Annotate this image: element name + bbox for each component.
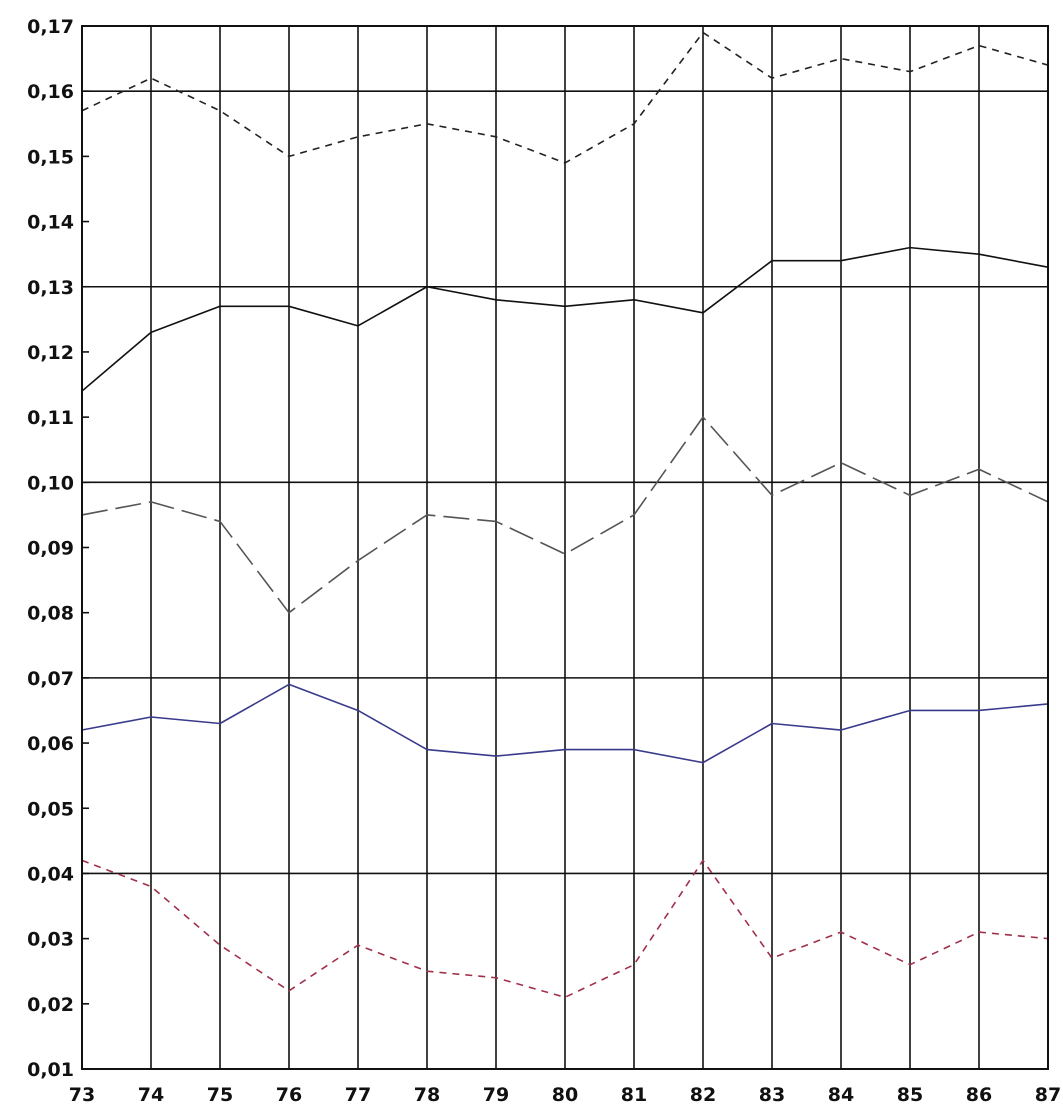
x-tick-label: 79 (483, 1084, 509, 1106)
y-tick-label: 0,01 (27, 1059, 74, 1081)
x-tick-label: 80 (552, 1084, 578, 1106)
y-tick-label: 0,09 (27, 538, 74, 560)
x-tick-label: 78 (414, 1084, 440, 1106)
series-line-3 (81, 416, 1049, 614)
y-tick-label: 0,13 (27, 277, 74, 299)
x-tick-label: 84 (828, 1084, 854, 1106)
grid-lines (81, 26, 1049, 1069)
x-tick-label: 83 (759, 1084, 785, 1106)
series-lines (81, 31, 1049, 999)
y-tick-label: 0,02 (27, 994, 74, 1016)
x-axis-tick-labels: 73 74 75 76 77 78 79 80 81 82 83 84 85 86 87 (69, 1084, 1061, 1106)
series-line-2 (81, 246, 1049, 392)
y-tick-label: 0,10 (27, 472, 74, 494)
y-tick-label: 0,03 (27, 929, 74, 951)
series-line-5 (81, 859, 1049, 999)
x-tick-label: 82 (690, 1084, 716, 1106)
x-tick-label: 87 (1035, 1084, 1061, 1106)
y-tick-label: 0,17 (27, 16, 74, 38)
x-tick-label: 76 (276, 1084, 302, 1106)
x-tick-label: 85 (897, 1084, 923, 1106)
y-tick-label: 0,07 (27, 668, 74, 690)
y-tick-label: 0,11 (27, 407, 74, 429)
x-tick-label: 75 (207, 1084, 233, 1106)
y-tick-label: 0,16 (27, 81, 74, 103)
x-tick-label: 77 (345, 1084, 371, 1106)
y-axis-tick-labels: 0,01 0,02 0,03 0,04 0,05 0,06 0,07 0,08 0,09 0,10… (27, 16, 74, 1081)
y-tick-label: 0,06 (27, 733, 74, 755)
y-tick-label: 0,04 (27, 863, 74, 885)
x-tick-label: 81 (621, 1084, 647, 1106)
y-tick-label: 0,12 (27, 342, 74, 364)
x-tick-label: 73 (69, 1084, 95, 1106)
y-tick-label: 0,05 (27, 798, 74, 820)
series-line-4 (81, 683, 1049, 764)
y-tick-label: 0,08 (27, 603, 74, 625)
x-tick-label: 86 (966, 1084, 992, 1106)
plot-frame (81, 25, 1049, 1070)
series-line-1 (81, 31, 1049, 164)
y-tick-label: 0,14 (27, 212, 74, 234)
x-tick-label: 74 (138, 1084, 164, 1106)
y-tick-label: 0,15 (27, 146, 74, 168)
